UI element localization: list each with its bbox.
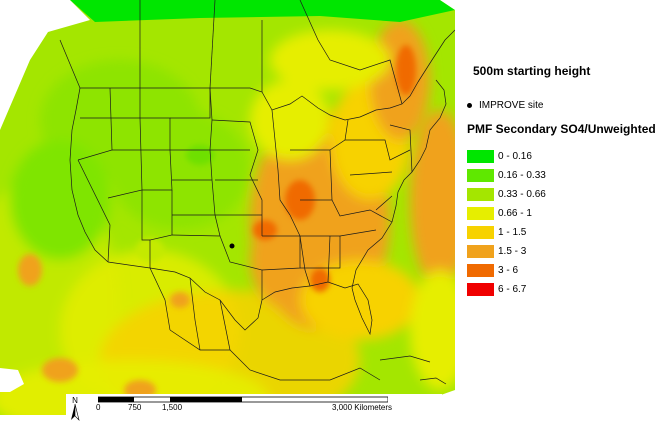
- site-legend-entry: IMPROVE site: [467, 100, 543, 111]
- legend-item: 6 - 6.7: [467, 280, 546, 299]
- legend-label: 0.33 - 0.66: [498, 189, 546, 200]
- north-arrow-icon: N: [71, 396, 80, 421]
- scale-bar-graphic: [98, 396, 388, 403]
- boundary-lines: [59, 0, 455, 385]
- scale-tick-label: 0: [96, 403, 101, 412]
- scale-tick-label: 750: [128, 403, 142, 412]
- legend-swatch: [467, 150, 494, 163]
- legend-label: 1.5 - 3: [498, 246, 527, 257]
- legend-label: 3 - 6: [498, 265, 519, 276]
- legend-swatch: [467, 226, 494, 239]
- north-label: N: [72, 396, 78, 405]
- legend-swatch: [467, 169, 494, 182]
- site-legend-label: IMPROVE site: [479, 100, 544, 111]
- legend-swatch: [467, 245, 494, 258]
- site-dot-icon: [467, 102, 472, 108]
- legend-list: 0 - 0.16 0.16 - 0.33 0.33 - 0.66 0.66 - 1 1 …: [467, 147, 546, 299]
- legend-item: 3 - 6: [467, 261, 546, 280]
- legend-label: 0.16 - 0.33: [498, 170, 546, 181]
- improve-site-marker: [229, 243, 235, 249]
- legend-item: 0 - 0.16: [467, 147, 546, 166]
- legend-label: 0.66 - 1: [498, 208, 532, 219]
- legend-swatch: [467, 283, 494, 296]
- legend-item: 1 - 1.5: [467, 223, 546, 242]
- concentration-field: [0, 0, 455, 415]
- legend-item: 0.16 - 0.33: [467, 166, 546, 185]
- legend-swatch: [467, 264, 494, 277]
- scale-tick-label: 1,500: [162, 403, 183, 412]
- scale-bar: N 0 750 1,500 3,000 Kilometers: [66, 394, 442, 424]
- legend-label: 1 - 1.5: [498, 227, 527, 238]
- legend-title: PMF Secondary SO4/Unweighted: [467, 122, 656, 136]
- legend-item: 1.5 - 3: [467, 242, 546, 261]
- legend-item: 0.33 - 0.66: [467, 185, 546, 204]
- legend-item: 0.66 - 1: [467, 204, 546, 223]
- scale-tick-label: 3,000 Kilometers: [332, 403, 393, 412]
- legend-swatch: [467, 207, 494, 220]
- legend-panel: 500m starting height IMPROVE site PMF Se…: [455, 0, 666, 427]
- legend-label: 6 - 6.7: [498, 284, 527, 295]
- map-heading: 500m starting height: [473, 64, 591, 78]
- legend-swatch: [467, 188, 494, 201]
- legend-label: 0 - 0.16: [498, 151, 532, 162]
- concentration-map: [0, 0, 455, 415]
